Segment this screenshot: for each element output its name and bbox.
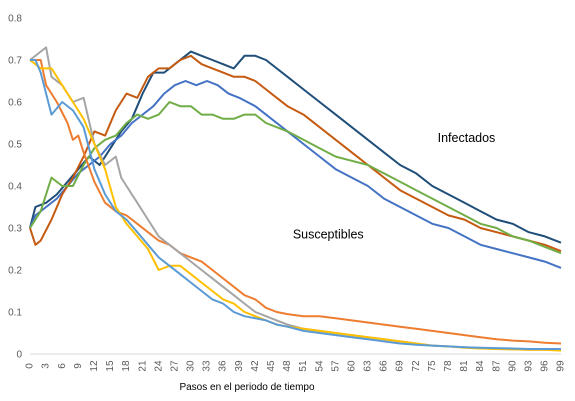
x-tick-label: 54 (314, 360, 325, 372)
x-tick-label: 33 (202, 360, 213, 372)
x-tick-label: 9 (73, 363, 84, 369)
y-tick-label: 0.2 (8, 266, 22, 277)
x-tick-label: 81 (459, 360, 470, 372)
x-axis-title: Pasos en el periodo de tiempo (179, 382, 315, 393)
y-tick-label: 0.4 (8, 182, 22, 193)
x-tick-label: 84 (475, 360, 486, 372)
x-tick-label: 27 (169, 360, 180, 372)
y-tick-label: 0.8 (8, 14, 22, 25)
series-line-8 (30, 59, 561, 350)
x-tick-label: 3 (41, 363, 52, 369)
x-tick-label: 24 (153, 360, 164, 372)
x-tick-label: 36 (218, 360, 229, 372)
series-line-1 (29, 50, 562, 244)
series-line-2 (29, 80, 562, 269)
x-tick-label: 30 (186, 360, 197, 372)
x-tick-label: 72 (411, 360, 422, 372)
series-line-6 (29, 46, 561, 351)
x-tick-label: 60 (346, 360, 357, 372)
tick-labels: 0 3 6 9 12 15 18 21 24 27 30 33 36 39 42 45 48 51 54 57 60 63… (8, 14, 567, 372)
series-line-4 (29, 101, 562, 255)
x-tick-label: 48 (282, 360, 293, 372)
x-tick-label: 93 (523, 360, 534, 372)
series-line-3 (29, 54, 562, 253)
annotation-infectados: Infectados (438, 131, 496, 145)
y-tick-label: 0.3 (8, 224, 22, 235)
x-tick-label: 57 (330, 360, 341, 372)
x-tick-label: 0 (25, 363, 36, 369)
x-tick-label: 96 (540, 360, 551, 372)
x-tick-label: 69 (395, 360, 406, 372)
x-tick-label: 75 (427, 360, 438, 372)
series-group (29, 46, 562, 352)
x-tick-label: 12 (89, 360, 100, 372)
x-tick-label: 99 (556, 360, 567, 372)
x-tick-label: 87 (491, 360, 502, 372)
x-tick-label: 21 (137, 360, 148, 372)
x-tick-label: 51 (298, 360, 309, 372)
y-tick-label: 0.5 (8, 140, 22, 151)
x-tick-label: 45 (266, 360, 277, 372)
annotation-susceptibles: Susceptibles (293, 228, 364, 242)
x-tick-label: 90 (507, 360, 518, 372)
x-tick-label: 6 (57, 363, 68, 369)
x-tick-label: 15 (105, 360, 116, 372)
y-tick-label: 0.6 (8, 98, 22, 109)
annotations: Infectados Susceptibles (293, 131, 496, 242)
x-tick-label: 66 (379, 360, 390, 372)
x-tick-label: 39 (234, 360, 245, 372)
y-tick-label: 0.7 (8, 56, 22, 67)
y-tick-label: 0 (16, 350, 22, 361)
x-tick-label: 42 (250, 360, 261, 372)
x-tick-label: 78 (443, 360, 454, 372)
x-tick-label: 18 (121, 360, 132, 372)
series-line-5 (30, 59, 562, 345)
y-tick-label: 0.1 (8, 308, 22, 319)
x-tick-label: 63 (363, 360, 374, 372)
